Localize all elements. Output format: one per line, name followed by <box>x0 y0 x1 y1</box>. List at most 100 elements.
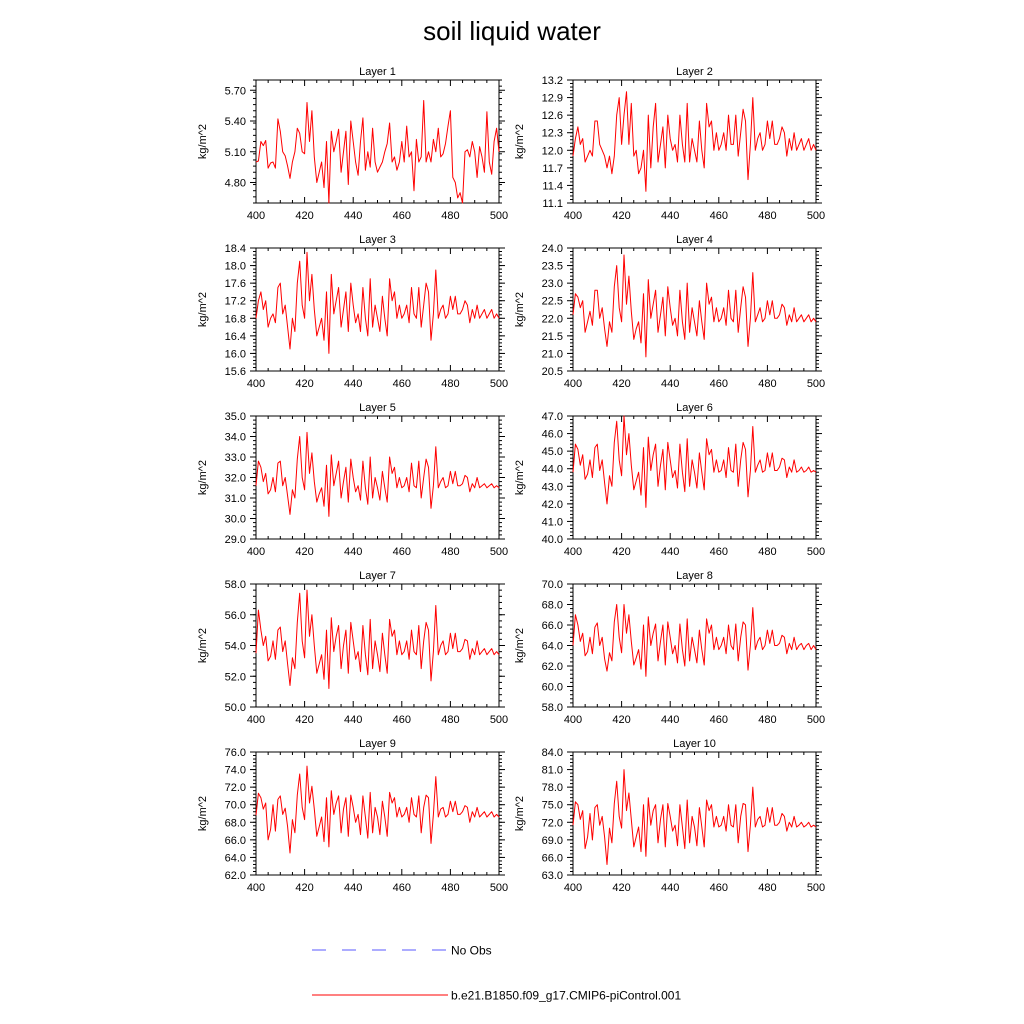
y-tick-label: 22.5 <box>542 296 563 308</box>
x-tick-label: 500 <box>490 714 508 726</box>
x-tick-label: 460 <box>710 882 728 894</box>
panel-title: Layer 8 <box>676 570 713 582</box>
x-tick-label: 460 <box>393 378 411 390</box>
x-tick-label: 460 <box>710 210 728 222</box>
series-line <box>572 415 817 508</box>
panel-title: Layer 5 <box>359 402 396 414</box>
series-line <box>255 589 500 689</box>
x-tick-label: 460 <box>710 378 728 390</box>
panel-layer-3: Layer 3 kg/m^2 400 420 440 460 480 500 15.6 16.0 1… <box>197 234 508 390</box>
x-tick-label: 500 <box>490 546 508 558</box>
y-tick-label: 18.4 <box>225 243 246 255</box>
x-tick-label: 500 <box>807 714 825 726</box>
x-tick-label: 400 <box>564 378 582 390</box>
series-line <box>572 254 817 358</box>
x-tick-label: 460 <box>393 210 411 222</box>
series-line <box>255 431 500 517</box>
y-tick-label: 21.0 <box>542 348 563 360</box>
y-tick-label: 43.0 <box>542 481 563 493</box>
x-tick-label: 400 <box>247 378 265 390</box>
x-tick-label: 400 <box>247 714 265 726</box>
y-tick-label: 44.0 <box>542 464 563 476</box>
y-tick-label: 66.0 <box>225 835 246 847</box>
x-tick-label: 440 <box>344 882 362 894</box>
panel-title: Layer 1 <box>359 66 396 78</box>
x-tick-label: 500 <box>807 378 825 390</box>
panel-layer-5: Layer 5 kg/m^2 400 420 440 460 480 500 29.0 30.0 3… <box>197 402 508 558</box>
y-tick-label: 68.0 <box>225 817 246 829</box>
y-tick-label: 17.6 <box>225 278 246 290</box>
x-tick-label: 480 <box>441 546 459 558</box>
panel-layer-9: Layer 9 kg/m^2 400 420 440 460 480 500 62.0 64.0 6… <box>197 738 508 894</box>
plot-frame <box>255 79 500 204</box>
y-tick-label: 58.0 <box>542 702 563 714</box>
y-tick-label: 17.2 <box>225 296 246 308</box>
x-tick-label: 420 <box>295 210 313 222</box>
y-axis-label: kg/m^2 <box>197 292 209 327</box>
y-tick-label: 21.5 <box>542 331 563 343</box>
y-tick-label: 11.1 <box>542 198 563 210</box>
x-tick-label: 480 <box>758 378 776 390</box>
panel-title: Layer 7 <box>359 570 396 582</box>
y-tick-label: 23.5 <box>542 261 563 273</box>
x-tick-label: 460 <box>393 882 411 894</box>
y-tick-label: 46.0 <box>542 429 563 441</box>
y-tick-label: 70.0 <box>225 800 246 812</box>
x-tick-label: 420 <box>295 546 313 558</box>
y-tick-label: 62.0 <box>542 661 563 673</box>
y-axis-label: kg/m^2 <box>197 124 209 159</box>
legend-obs-label: No Obs <box>451 944 492 958</box>
y-tick-label: 5.70 <box>225 85 246 97</box>
series-line <box>255 251 500 354</box>
y-tick-label: 11.4 <box>542 180 563 192</box>
x-tick-label: 500 <box>807 546 825 558</box>
y-tick-label: 63.0 <box>542 870 563 882</box>
x-tick-label: 480 <box>758 882 776 894</box>
panel-title: Layer 10 <box>673 738 716 750</box>
x-tick-label: 460 <box>710 714 728 726</box>
x-tick-label: 420 <box>295 882 313 894</box>
y-tick-label: 64.0 <box>225 852 246 864</box>
x-tick-label: 440 <box>661 882 679 894</box>
y-tick-label: 64.0 <box>542 641 563 653</box>
x-tick-label: 460 <box>393 546 411 558</box>
x-tick-label: 420 <box>612 546 630 558</box>
x-tick-label: 440 <box>344 546 362 558</box>
y-tick-label: 11.7 <box>542 163 563 175</box>
legend: No Obs b.e21.B1850.f09_g17.CMIP6-piContr… <box>312 944 681 1003</box>
y-tick-label: 70.0 <box>542 579 563 591</box>
x-tick-label: 500 <box>807 882 825 894</box>
y-tick-label: 45.0 <box>542 446 563 458</box>
x-tick-label: 480 <box>441 210 459 222</box>
x-tick-label: 440 <box>661 210 679 222</box>
plot-frame <box>572 247 817 372</box>
y-tick-label: 72.0 <box>225 782 246 794</box>
legend-model-label: b.e21.B1850.f09_g17.CMIP6-piControl.001 <box>451 989 681 1003</box>
panel-layer-7: Layer 7 kg/m^2 400 420 440 460 480 500 50.0 52.0 5… <box>197 570 508 726</box>
plot-frame <box>572 751 817 876</box>
x-tick-label: 480 <box>758 714 776 726</box>
y-tick-label: 78.0 <box>542 782 563 794</box>
y-tick-label: 12.3 <box>542 128 563 140</box>
x-tick-label: 480 <box>758 210 776 222</box>
x-tick-label: 400 <box>564 882 582 894</box>
x-tick-label: 440 <box>661 546 679 558</box>
y-tick-label: 32.0 <box>225 473 246 485</box>
y-tick-label: 66.0 <box>542 620 563 632</box>
y-tick-label: 16.8 <box>225 313 246 325</box>
y-tick-label: 12.6 <box>542 110 563 122</box>
plot-frame <box>255 751 500 876</box>
panels-grid: Layer 1 kg/m^2 400 420 440 460 480 500 4.80 5.10 5… <box>197 66 825 894</box>
y-tick-label: 35.0 <box>225 411 246 423</box>
x-tick-label: 460 <box>710 546 728 558</box>
x-tick-label: 480 <box>441 378 459 390</box>
y-tick-label: 40.0 <box>542 534 563 546</box>
series-line <box>255 765 500 854</box>
y-tick-label: 18.0 <box>225 261 246 273</box>
x-tick-label: 420 <box>612 882 630 894</box>
x-tick-label: 500 <box>490 882 508 894</box>
y-tick-label: 50.0 <box>225 702 246 714</box>
x-tick-label: 420 <box>295 378 313 390</box>
y-tick-label: 56.0 <box>225 610 246 622</box>
y-tick-label: 5.40 <box>225 116 246 128</box>
